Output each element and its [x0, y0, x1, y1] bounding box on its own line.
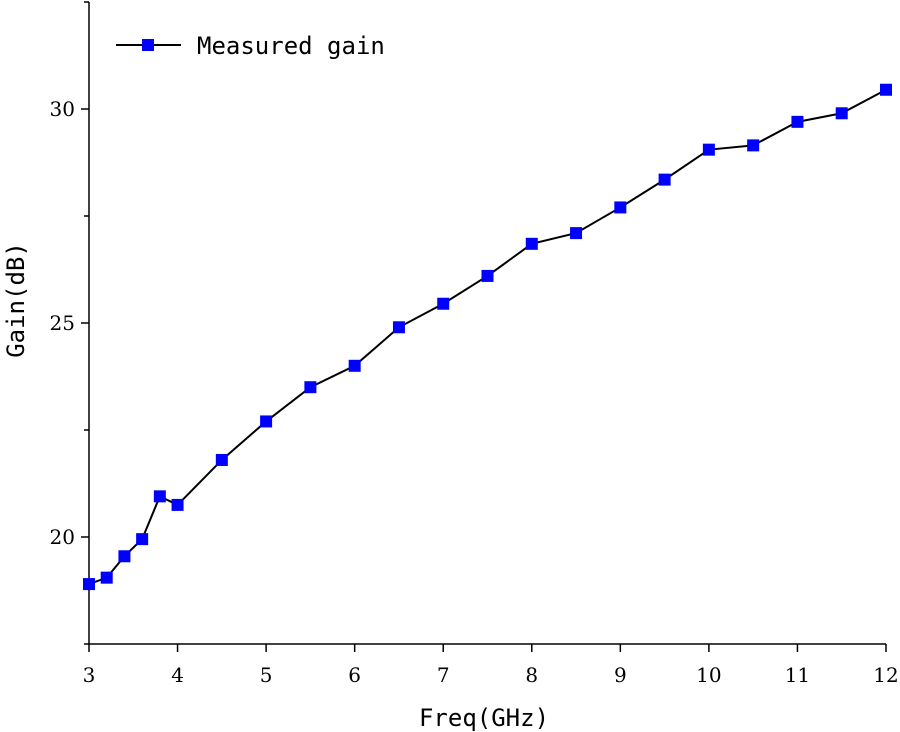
x-ticks: 3 4 5 6 7 8 9 10 11 12 — [83, 644, 899, 687]
data-point-marker — [118, 550, 131, 563]
series-line — [88, 88, 887, 586]
x-tick-label: 11 — [785, 663, 810, 687]
series-layer — [83, 83, 892, 591]
data-point-marker — [215, 453, 228, 466]
legend-label: Measured gain — [197, 32, 385, 60]
data-point-marker — [747, 139, 760, 152]
data-point-marker — [153, 490, 166, 503]
x-tick-label: 4 — [171, 663, 184, 687]
y-tick-label: 30 — [50, 97, 75, 121]
y-tick-label: 25 — [50, 311, 75, 335]
data-point-marker — [791, 115, 804, 128]
data-point-marker — [171, 498, 184, 511]
data-point-marker — [260, 415, 273, 428]
y-ticks: 20 25 30 — [50, 1, 89, 645]
data-point-marker — [392, 321, 405, 334]
x-tick-label: 7 — [437, 663, 450, 687]
data-point-marker — [880, 83, 892, 96]
x-tick-label: 3 — [83, 663, 96, 687]
data-point-marker — [100, 571, 113, 584]
data-point-marker — [570, 227, 583, 240]
x-tick-label: 12 — [873, 663, 898, 687]
data-point-marker — [304, 381, 317, 394]
data-point-marker — [437, 297, 450, 310]
data-point-marker — [481, 269, 494, 282]
data-point-marker — [525, 237, 538, 250]
y-tick-label: 20 — [50, 525, 75, 549]
data-point-marker — [614, 201, 627, 214]
x-tick-label: 9 — [614, 663, 627, 687]
data-point-marker — [348, 359, 361, 372]
axes — [88, 2, 886, 645]
data-point-marker — [835, 107, 848, 120]
x-tick-label: 10 — [696, 663, 721, 687]
data-point-marker — [702, 143, 715, 156]
legend: Measured gain — [116, 32, 385, 60]
data-point-marker — [136, 533, 149, 546]
data-point-marker — [83, 578, 95, 591]
x-tick-label: 8 — [525, 663, 538, 687]
x-tick-label: 6 — [348, 663, 361, 687]
data-point-marker — [658, 173, 671, 186]
legend-marker — [142, 39, 154, 51]
y-axis-title: Gain(dB) — [2, 242, 30, 358]
x-axis-title: Freq(GHz) — [419, 704, 549, 732]
x-tick-label: 5 — [260, 663, 273, 687]
